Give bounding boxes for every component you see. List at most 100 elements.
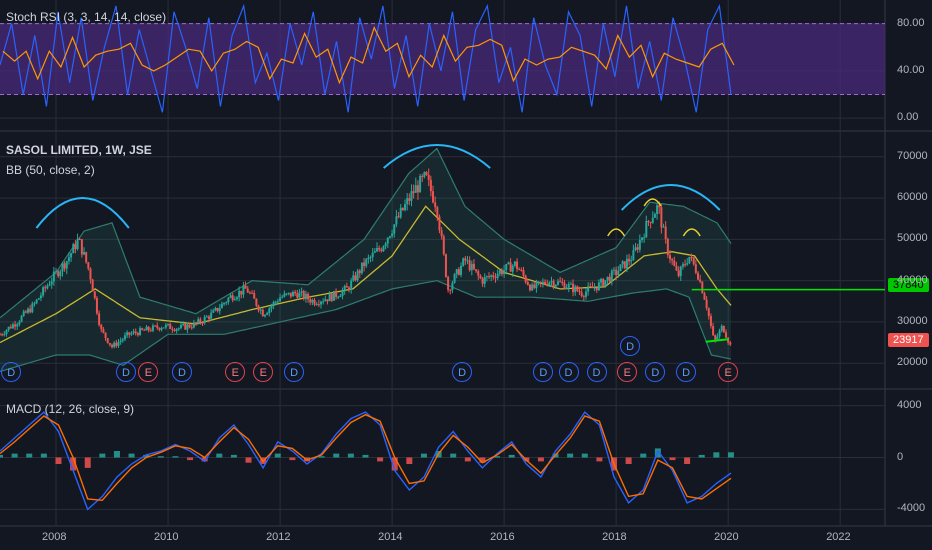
candle-body	[291, 291, 294, 297]
candle-body	[300, 291, 303, 293]
candle-body	[276, 301, 279, 303]
dividend-marker[interactable]: D	[676, 362, 697, 382]
candle-body	[615, 269, 618, 275]
candle-body	[640, 237, 643, 241]
candle-body	[287, 292, 290, 294]
candle-body	[382, 246, 385, 252]
dividend-marker[interactable]: D	[172, 362, 193, 382]
candle-body	[509, 262, 512, 272]
dividend-marker[interactable]: D	[645, 362, 666, 382]
candle-body	[694, 264, 697, 273]
candle-body	[76, 238, 79, 250]
candle-body	[18, 321, 21, 325]
dividend-marker[interactable]: D	[586, 362, 607, 382]
candle-body	[44, 287, 47, 289]
y-tick-label: 0	[897, 450, 904, 463]
candle-body	[679, 266, 682, 277]
candle-body	[85, 252, 88, 263]
candle-body	[244, 285, 247, 289]
candle-body	[621, 261, 624, 265]
candle-body	[141, 328, 144, 330]
candle-body	[352, 275, 355, 281]
candle-body	[559, 281, 562, 283]
symbol-legend[interactable]: SASOL LIMITED, 1W, JSE	[6, 143, 152, 157]
y-tick-label: 4000	[897, 398, 922, 411]
candle-body	[319, 301, 322, 305]
candle-body	[160, 328, 163, 330]
x-tick-label: 2014	[378, 531, 403, 543]
macd-histogram-bar	[581, 453, 588, 458]
candle-body	[584, 291, 587, 297]
candle-body	[516, 261, 519, 269]
candle-body	[688, 256, 691, 264]
bb-legend[interactable]: BB (50, close, 2)	[6, 163, 95, 177]
candle-body	[699, 279, 702, 282]
candle-body	[104, 332, 107, 339]
candle-body	[317, 304, 320, 306]
earnings-marker[interactable]: E	[617, 362, 638, 382]
earnings-marker[interactable]: E	[718, 362, 739, 382]
candle-body	[561, 282, 564, 283]
candle-body	[210, 312, 213, 319]
candle-body	[643, 237, 646, 239]
top-arc-2018	[621, 184, 721, 211]
candle-body	[48, 284, 51, 286]
candle-body	[419, 176, 422, 193]
candle-body	[195, 322, 198, 324]
candle-body	[302, 291, 305, 299]
candle-body	[39, 295, 42, 299]
candle-body	[115, 342, 118, 346]
candle-body	[453, 274, 456, 283]
stoch-rsi-panel	[0, 3, 885, 113]
candle-body	[498, 270, 501, 274]
candle-body	[455, 269, 458, 275]
candle-body	[677, 270, 680, 277]
candle-body	[201, 322, 204, 324]
candle-body	[255, 298, 258, 306]
stoch-rsi-legend[interactable]: Stoch RSI (3, 3, 14, 14, close)	[6, 10, 167, 24]
candle-body	[246, 288, 249, 293]
candle-body	[552, 281, 555, 287]
candle-body	[466, 260, 469, 262]
candle-body	[462, 258, 465, 266]
candle-body	[164, 324, 167, 328]
candle-body	[671, 259, 674, 261]
dividend-marker[interactable]: D	[284, 362, 305, 382]
candle-body	[128, 332, 131, 335]
candle-body	[335, 290, 338, 297]
candle-body	[606, 276, 609, 281]
dividend-marker[interactable]: D	[533, 362, 554, 382]
candle-body	[91, 279, 94, 292]
candle-body	[93, 291, 96, 298]
candle-body	[367, 257, 370, 260]
candle-body	[541, 281, 544, 283]
candle-body	[457, 269, 460, 275]
candle-body	[55, 271, 58, 273]
candle-body	[283, 293, 286, 297]
macd-legend[interactable]: MACD (12, 26, close, 9)	[6, 402, 135, 416]
dividend-marker[interactable]: D	[116, 362, 137, 382]
dividend-marker[interactable]: D	[558, 362, 579, 382]
macd-histogram-bar	[640, 453, 647, 458]
candle-body	[395, 216, 398, 225]
candle-body	[475, 269, 478, 272]
candle-body	[535, 282, 538, 289]
candle-body	[175, 328, 178, 331]
candle-body	[666, 239, 669, 256]
earnings-marker[interactable]: E	[225, 362, 246, 382]
dividend-marker[interactable]: D	[452, 362, 473, 382]
top-arc-2008	[35, 197, 130, 229]
dividend-marker[interactable]: D	[620, 336, 641, 356]
earnings-marker[interactable]: E	[138, 362, 159, 382]
earnings-marker[interactable]: E	[253, 362, 274, 382]
candle-body	[373, 251, 376, 253]
dividend-marker[interactable]: D	[1, 362, 22, 382]
macd-histogram-bar	[318, 456, 325, 458]
candle-body	[531, 284, 534, 291]
macd-histogram-bar	[508, 454, 515, 458]
candle-body	[238, 290, 241, 298]
candle-body	[436, 207, 439, 217]
macd-histogram-bar	[391, 457, 398, 471]
